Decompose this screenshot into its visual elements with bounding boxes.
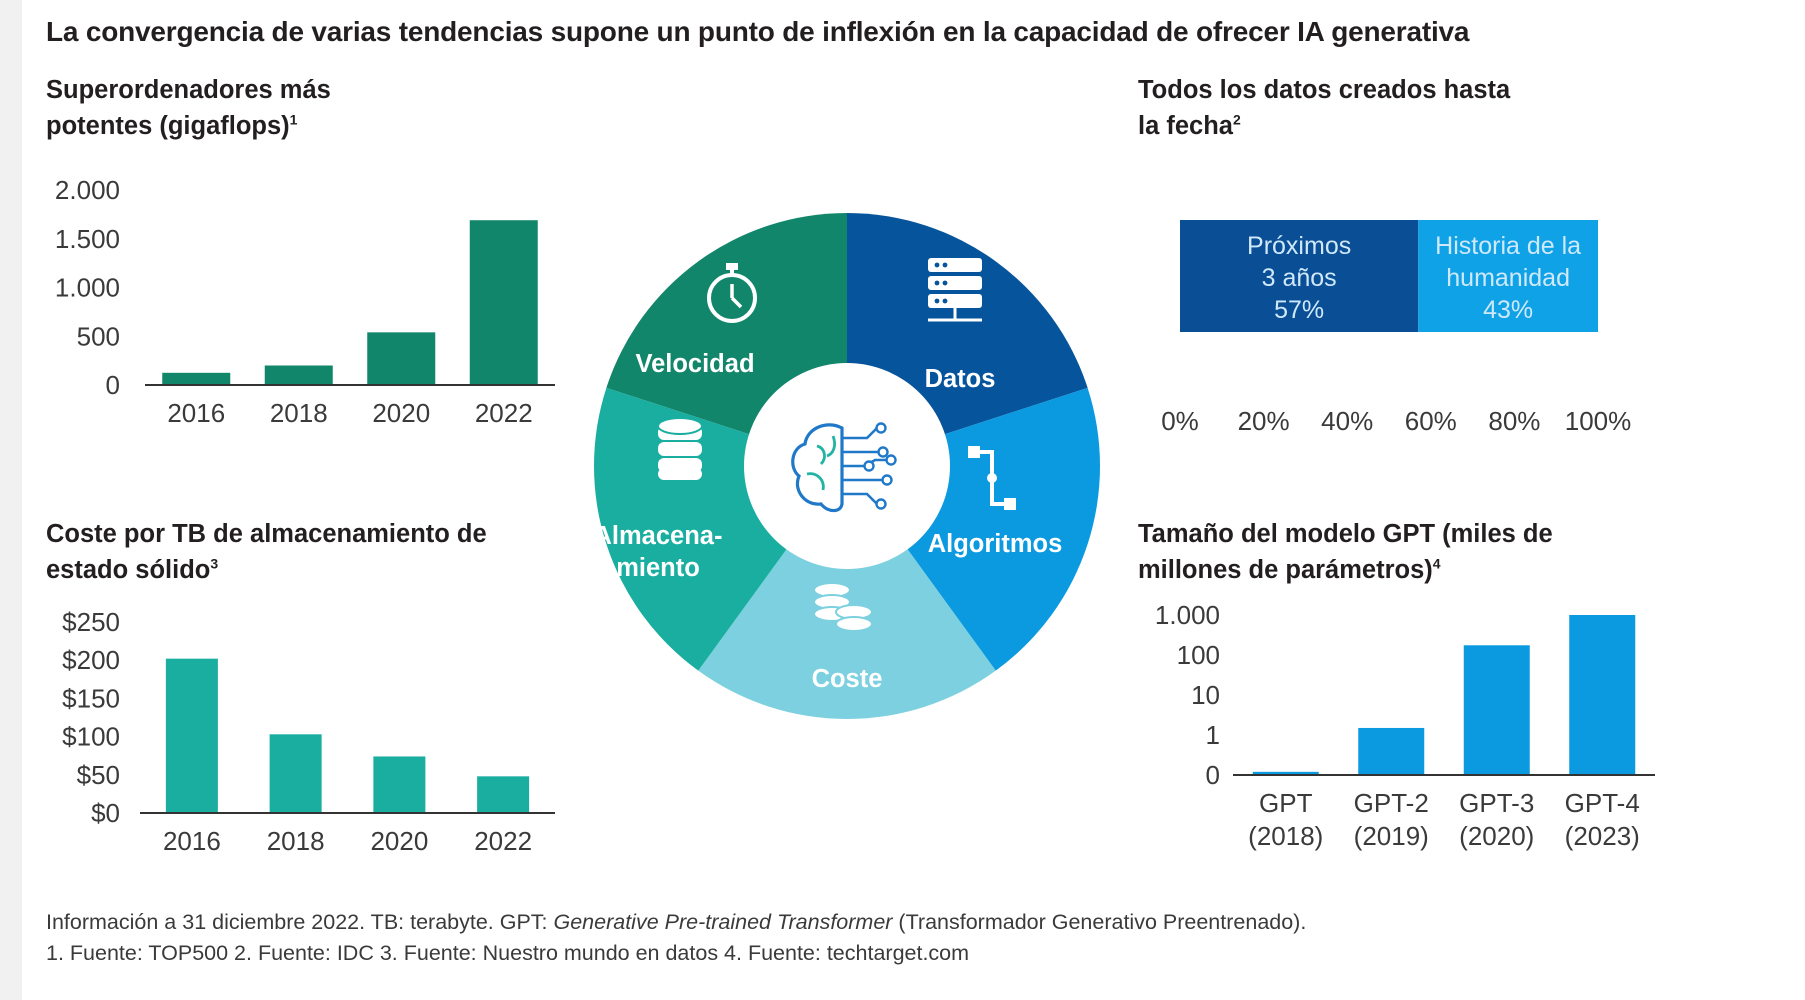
ssd-cost-y-tick-label: $150 xyxy=(62,683,120,713)
ssd-cost-x-tick-label: 2018 xyxy=(267,826,325,856)
server-icon xyxy=(928,258,982,322)
ssd-cost-bar-chart: $0 $50 $100 $150 $200 $250 2016 2018 2020 2022 xyxy=(62,607,555,856)
footnote-line-1-suffix: (Transformador Generativo Preentrenado). xyxy=(892,910,1307,934)
gpt-size-bar-chart: 01101001.000GPT(2018)GPT-2(2019)GPT-3(20… xyxy=(1155,600,1655,851)
footnote-line-1-italic: Generative Pre-trained Transformer xyxy=(553,910,893,934)
data-created-segment-1-label: 3 años xyxy=(1262,264,1337,292)
gpt-size-y-tick-label: 0 xyxy=(1206,760,1220,790)
gpt-size-title-line-1: Tamaño del modelo GPT (miles de xyxy=(1138,520,1553,548)
page-title: La convergencia de varias tendencias sup… xyxy=(46,16,1470,47)
data-created-title: Todos los datos creados hasta la fecha2 xyxy=(1138,72,1510,144)
gpt-size-bar-GPT-4 xyxy=(1569,615,1636,775)
data-created-segment-2-label: Historia de la xyxy=(1435,232,1581,260)
gpt-size-bar-GPT-3 xyxy=(1463,645,1530,775)
gpt-size-x-tick-label: GPT-2 xyxy=(1354,788,1429,818)
data-created-title-line-1: Todos los datos creados hasta xyxy=(1138,76,1511,104)
ssd-cost-x-tick-label: 2020 xyxy=(370,826,428,856)
supercomputers-y-tick-label: 1.500 xyxy=(55,224,120,254)
supercomputers-title-line-1: Superordenadores más xyxy=(46,76,331,104)
flowchart-icon xyxy=(968,446,1016,510)
left-margin-strip xyxy=(0,0,22,1000)
supercomputers-bar-2020 xyxy=(367,332,436,385)
footnote-line-1: Información a 31 diciembre 2022. TB: ter… xyxy=(46,910,1306,935)
data-created-segment-1-label: Próximos xyxy=(1247,232,1351,260)
supercomputers-x-tick-label: 2020 xyxy=(372,398,430,428)
data-created-x-tick-label: 60% xyxy=(1405,406,1457,436)
gpt-size-x-tick-label: (2020) xyxy=(1459,821,1534,851)
supercomputers-y-tick-label: 1.000 xyxy=(55,273,120,303)
footnote-line-2: 1. Fuente: TOP500 2. Fuente: IDC 3. Fuen… xyxy=(46,941,970,965)
supercomputers-bar-2022 xyxy=(469,220,538,385)
gpt-size-title-footnote-ref: 4 xyxy=(1432,555,1441,572)
data-created-segment-2-label: 43% xyxy=(1483,296,1533,324)
database-icon xyxy=(657,417,703,480)
data-created-x-tick-label: 80% xyxy=(1488,406,1540,436)
brain-circuit-icon xyxy=(791,422,897,513)
supercomputers-bar-2018 xyxy=(264,365,333,385)
data-created-title-line-2: la fecha xyxy=(1138,112,1233,140)
footnote-line-1-prefix: Información a 31 diciembre 2022. TB: ter… xyxy=(46,910,554,934)
ssd-cost-title-footnote-ref: 3 xyxy=(210,555,219,572)
ssd-cost-title: Coste por TB de almacenamiento de estado… xyxy=(46,516,487,588)
gpt-size-y-tick-label: 100 xyxy=(1177,640,1220,670)
supercomputers-title-line-2: potentes (gigaflops) xyxy=(46,112,290,140)
data-created-x-tick-label: 40% xyxy=(1321,406,1373,436)
supercomputers-x-tick-label: 2016 xyxy=(167,398,225,428)
data-created-x-tick-label: 0% xyxy=(1161,406,1199,436)
supercomputers-bar-2016 xyxy=(162,372,231,385)
supercomputers-title-footnote-ref: 1 xyxy=(289,111,298,128)
supercomputers-y-tick-label: 500 xyxy=(77,321,120,351)
supercomputers-title: Superordenadores más potentes (gigaflops… xyxy=(46,72,331,144)
gpt-size-y-tick-label: 1 xyxy=(1206,720,1220,750)
gpt-size-title-line-2: millones de parámetros) xyxy=(1138,556,1433,584)
supercomputers-bar-chart: 0 500 1.000 1.500 2.000 2016 2018 2020 2022 xyxy=(55,175,555,428)
data-created-stacked-bar: Próximos 3 años 57% Historia de la humanidad… xyxy=(1161,220,1632,436)
gpt-size-x-tick-label: GPT-3 xyxy=(1459,788,1534,818)
data-created-title-footnote-ref: 2 xyxy=(1232,111,1241,128)
supercomputers-y-tick-label: 2.000 xyxy=(55,175,120,205)
gpt-size-bar-GPT xyxy=(1252,771,1319,775)
gpt-size-x-tick-label: GPT-4 xyxy=(1565,788,1640,818)
ssd-cost-y-tick-label: $100 xyxy=(62,722,120,752)
wheel-segment-label: Velocidad xyxy=(635,350,754,378)
wheel-segment-label: Coste xyxy=(812,665,883,693)
ssd-cost-x-tick-label: 2022 xyxy=(474,826,532,856)
gpt-size-title: Tamaño del modelo GPT (miles de millones… xyxy=(1138,516,1553,588)
gpt-size-x-tick-label: GPT xyxy=(1259,788,1313,818)
ssd-cost-y-tick-label: $0 xyxy=(91,798,120,828)
supercomputers-x-tick-label: 2022 xyxy=(475,398,533,428)
gpt-size-x-tick-label: (2018) xyxy=(1248,821,1323,851)
ssd-cost-y-tick-label: $50 xyxy=(77,760,120,790)
wheel-segment-label: Almacena- xyxy=(594,522,723,550)
ssd-cost-title-line-2: estado sólido xyxy=(46,556,211,584)
wheel-segment-label: miento xyxy=(616,554,700,582)
ssd-cost-bar-2018 xyxy=(269,734,322,813)
stopwatch-icon xyxy=(707,263,757,323)
coins-icon xyxy=(813,582,873,632)
data-created-x-tick-label: 20% xyxy=(1238,406,1290,436)
supercomputers-x-tick-label: 2018 xyxy=(270,398,328,428)
supercomputers-y-tick-label: 0 xyxy=(106,370,120,400)
ssd-cost-title-line-1: Coste por TB de almacenamiento de xyxy=(46,520,487,548)
wheel-segment-label: Datos xyxy=(925,365,996,393)
data-created-x-tick-label: 100% xyxy=(1565,406,1632,436)
gpt-size-bar-GPT-2 xyxy=(1358,727,1425,775)
ssd-cost-y-tick-label: $250 xyxy=(62,607,120,637)
data-created-segment-1-label: 57% xyxy=(1274,296,1324,324)
ssd-cost-x-tick-label: 2016 xyxy=(163,826,221,856)
ssd-cost-bar-2020 xyxy=(373,756,426,813)
trends-wheel: Velocidad Datos Algoritmos Coste Almacena-mi… xyxy=(594,213,1100,720)
gpt-size-y-tick-label: 10 xyxy=(1191,680,1220,710)
data-created-segment-2 xyxy=(1418,220,1598,332)
gpt-size-x-tick-label: (2023) xyxy=(1565,821,1640,851)
gpt-size-y-tick-label: 1.000 xyxy=(1155,600,1220,630)
ssd-cost-bar-2016 xyxy=(165,658,218,813)
data-created-segment-2-label: humanidad xyxy=(1446,264,1570,292)
ssd-cost-y-tick-label: $200 xyxy=(62,645,120,675)
data-created-segment-1 xyxy=(1180,220,1419,332)
ssd-cost-bar-2022 xyxy=(477,776,530,813)
gpt-size-x-tick-label: (2019) xyxy=(1354,821,1429,851)
wheel-segment-label: Algoritmos xyxy=(928,530,1063,558)
